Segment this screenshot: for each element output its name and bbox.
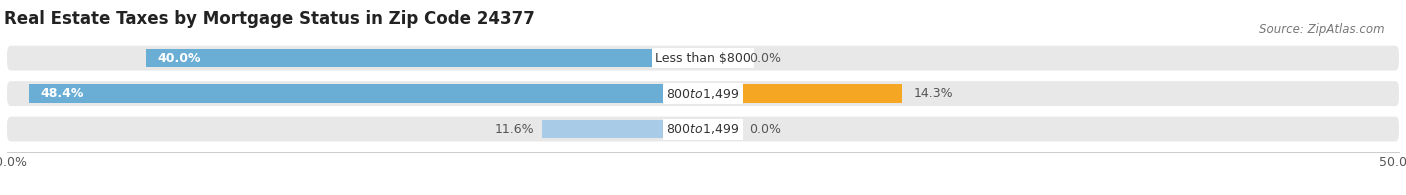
Bar [30, 84, 703, 103]
Text: 11.6%: 11.6% [495, 122, 534, 136]
FancyBboxPatch shape [7, 117, 1399, 141]
Bar [541, 120, 703, 138]
Text: Source: ZipAtlas.com: Source: ZipAtlas.com [1260, 23, 1385, 36]
Bar [146, 49, 703, 67]
Text: Less than $800: Less than $800 [655, 52, 751, 65]
Text: Real Estate Taxes by Mortgage Status in Zip Code 24377: Real Estate Taxes by Mortgage Status in … [4, 10, 536, 28]
FancyBboxPatch shape [7, 46, 1399, 71]
Bar [703, 84, 903, 103]
Text: $800 to $1,499: $800 to $1,499 [666, 87, 740, 101]
Text: 0.0%: 0.0% [749, 52, 780, 65]
Text: 0.0%: 0.0% [749, 122, 780, 136]
Text: 14.3%: 14.3% [912, 87, 953, 100]
Bar [703, 49, 738, 67]
Text: 40.0%: 40.0% [157, 52, 201, 65]
Text: $800 to $1,499: $800 to $1,499 [666, 122, 740, 136]
FancyBboxPatch shape [7, 81, 1399, 106]
Text: 48.4%: 48.4% [41, 87, 84, 100]
Bar [703, 120, 738, 138]
